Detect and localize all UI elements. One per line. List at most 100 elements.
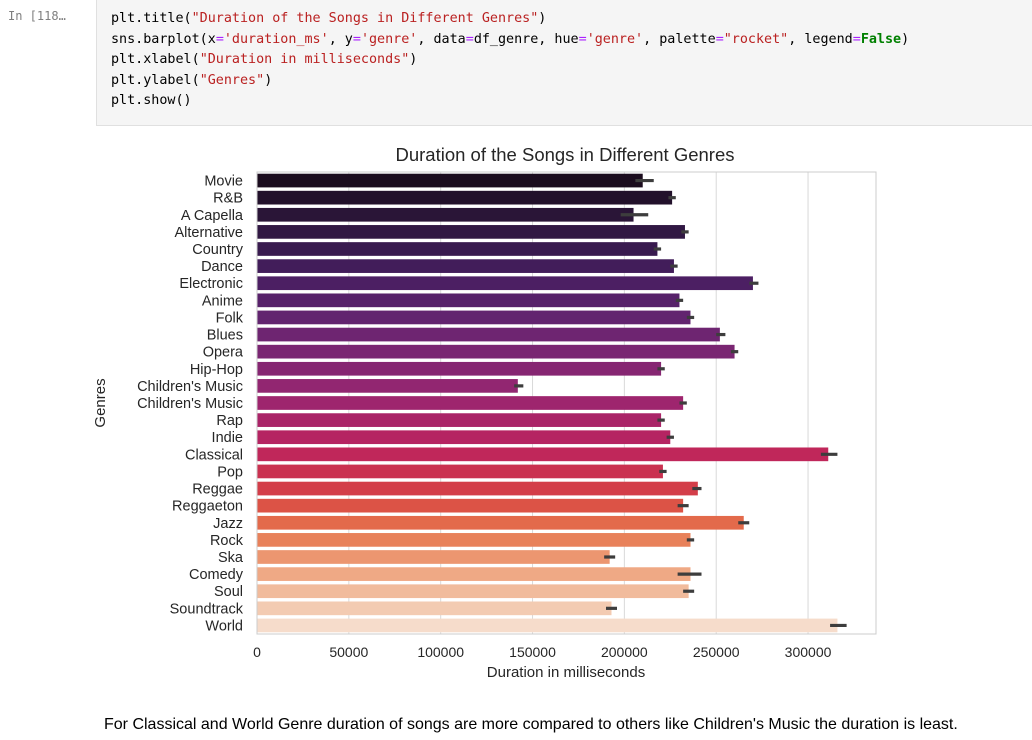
x-tick-label: 50000 (329, 644, 368, 660)
code-token: = (852, 31, 861, 47)
bar (257, 481, 698, 496)
x-tick-label: 250000 (693, 644, 740, 660)
y-tick-label: Ska (218, 550, 244, 566)
bar (257, 276, 753, 291)
y-tick-label: Rock (210, 533, 244, 549)
code-token: , palette (643, 31, 716, 47)
code-token: 'genre' (586, 31, 644, 47)
code-token: "Duration of the Songs in Different Genr… (191, 11, 539, 26)
code-token: plt.title( (111, 11, 192, 26)
x-tick-label: 100000 (417, 644, 464, 660)
code-token: "Duration in milliseconds" (199, 52, 410, 68)
x-tick-label: 200000 (601, 644, 648, 660)
code-line: plt.show() (111, 93, 192, 108)
bar (257, 173, 643, 188)
bar (257, 207, 634, 222)
bar (257, 567, 691, 581)
y-tick-label: Children's Music (137, 396, 243, 412)
code-token: = (715, 31, 724, 47)
y-tick-label: Reggaeton (172, 499, 243, 515)
code-line: sns.barplot(x='duration_ms', y='genre', … (111, 32, 909, 47)
x-tick-label: 150000 (509, 644, 556, 660)
bar (257, 550, 610, 564)
bar (257, 447, 829, 462)
code-token: "rocket" (723, 31, 789, 47)
y-tick-label: Jazz (213, 516, 243, 532)
code-cell[interactable]: plt.title("Duration of the Songs in Diff… (96, 0, 1032, 126)
code-token: plt.show() (111, 93, 192, 109)
code-line: plt.xlabel("Duration in milliseconds") (111, 52, 417, 67)
bar (257, 327, 720, 342)
y-axis-label: Genres (92, 378, 109, 427)
bar (257, 584, 689, 599)
y-tick-label: Movie (204, 174, 243, 190)
y-tick-label: World (205, 618, 243, 634)
code-token: ) (409, 52, 418, 68)
y-tick-label: Folk (216, 310, 244, 326)
bars (257, 173, 838, 633)
y-tick-label: Soul (214, 584, 243, 600)
bar (257, 413, 662, 427)
y-tick-label: Country (192, 242, 244, 258)
code-token: 'genre' (360, 31, 418, 47)
y-tick-label: Pop (217, 464, 243, 480)
code-token: df_genre, hue (473, 31, 579, 47)
bar (257, 430, 671, 445)
bar (257, 310, 691, 325)
code-token: plt.ylabel( (111, 72, 200, 88)
y-tick-label: Opera (203, 345, 244, 361)
y-tick-label: Indie (212, 430, 243, 446)
y-tick-label: Reggae (192, 482, 243, 498)
code-token: sns.barplot(x (111, 31, 216, 47)
bar-chart: Duration of the Songs in Different Genre… (92, 144, 877, 681)
code-token: ) (264, 72, 273, 88)
y-tick-label: Dance (201, 259, 243, 275)
code-token: 'duration_ms' (223, 31, 329, 47)
y-tick-label: R&B (213, 191, 243, 207)
code-token: ) (538, 11, 547, 26)
x-tick-label: 0 (253, 644, 261, 660)
bar (257, 190, 673, 205)
plot-frame (256, 171, 877, 635)
y-tick-label: Comedy (189, 567, 244, 583)
code-line: plt.title("Duration of the Songs in Diff… (111, 11, 546, 26)
code-line: plt.ylabel("Genres") (111, 73, 272, 88)
markdown-observation: For Classical and World Genre duration o… (104, 716, 958, 733)
bar (257, 396, 684, 410)
code-token: , legend (788, 31, 853, 47)
code-token: = (465, 31, 474, 47)
bar (257, 225, 685, 239)
y-tick-label: A Capella (181, 208, 244, 224)
bar (257, 344, 735, 359)
code-token: False (860, 31, 902, 47)
code-token: "Genres" (199, 72, 265, 88)
bar (257, 498, 684, 513)
bar (257, 361, 662, 376)
chart-title: Duration of the Songs in Different Genre… (395, 144, 734, 165)
bar (257, 379, 518, 393)
bar (257, 515, 744, 530)
y-tick-label: Rap (216, 413, 243, 429)
code-editor[interactable]: plt.title("Duration of the Songs in Diff… (111, 9, 909, 112)
bar (257, 618, 838, 633)
y-tick-label: Soundtrack (170, 601, 244, 617)
y-tick-label: Children's Music (137, 379, 243, 395)
bar (257, 242, 658, 256)
bar (257, 293, 680, 308)
code-token: plt.xlabel( (111, 52, 200, 68)
y-tick-label: Hip-Hop (190, 362, 243, 378)
y-tick-label: Classical (185, 447, 243, 463)
bar (257, 533, 691, 547)
code-token: ) (901, 31, 910, 47)
code-token: = (352, 31, 361, 47)
code-token: = (215, 31, 224, 47)
y-tick-label: Anime (202, 293, 243, 309)
y-tick-label: Electronic (179, 276, 243, 292)
x-tick-labels: 0 50000 100000 150000 200000 250000 300000 (253, 644, 832, 660)
cell-prompt: In [118… (8, 9, 66, 23)
x-tick-label: 300000 (785, 644, 832, 660)
code-token: , y (328, 31, 353, 47)
bar (257, 464, 663, 479)
code-token: , data (417, 31, 466, 47)
